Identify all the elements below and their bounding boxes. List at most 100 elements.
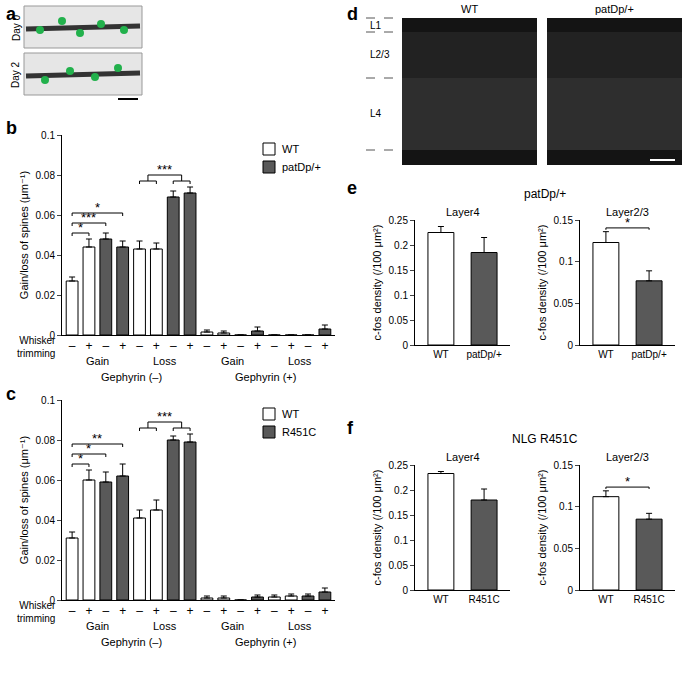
svg-text:0.1: 0.1 xyxy=(394,535,408,546)
svg-text:0.25: 0.25 xyxy=(389,460,409,471)
svg-text:WT: WT xyxy=(598,349,614,360)
svg-text:+: + xyxy=(220,604,227,618)
svg-text:0: 0 xyxy=(567,585,573,596)
svg-text:0.05: 0.05 xyxy=(554,543,574,554)
svg-text:Gain: Gain xyxy=(221,355,244,367)
svg-text:c-fos density (/100 μm²): c-fos density (/100 μm²) xyxy=(536,225,548,341)
svg-text:Layer2/3: Layer2/3 xyxy=(606,451,649,463)
svg-text:*: * xyxy=(95,200,100,215)
svg-text:Whiskertrimming: Whiskertrimming xyxy=(17,600,56,624)
svg-text:0.2: 0.2 xyxy=(394,240,408,251)
svg-text:0.06: 0.06 xyxy=(36,475,56,486)
svg-text:Day 2: Day 2 xyxy=(10,61,21,88)
svg-text:0.06: 0.06 xyxy=(36,210,56,221)
svg-text:0: 0 xyxy=(402,340,408,351)
svg-text:–: – xyxy=(271,604,278,618)
svg-text:Gain/loss of spines (μm⁻¹): Gain/loss of spines (μm⁻¹) xyxy=(18,436,30,564)
svg-text:patDp/+: patDp/+ xyxy=(466,349,501,360)
svg-text:0: 0 xyxy=(402,585,408,596)
svg-text:–: – xyxy=(170,339,177,353)
svg-text:Loss: Loss xyxy=(153,620,177,632)
svg-text:–: – xyxy=(237,339,244,353)
svg-text:–: – xyxy=(69,339,76,353)
svg-text:e: e xyxy=(347,178,357,198)
svg-text:0.02: 0.02 xyxy=(36,555,56,566)
svg-text:0.1: 0.1 xyxy=(559,256,573,267)
svg-text:+: + xyxy=(187,339,194,353)
svg-text:+: + xyxy=(220,339,227,353)
svg-text:R451C: R451C xyxy=(469,594,500,605)
svg-text:c: c xyxy=(6,384,16,404)
svg-text:***: *** xyxy=(157,162,172,177)
svg-text:L1: L1 xyxy=(370,20,382,31)
svg-text:L4: L4 xyxy=(370,108,382,119)
svg-text:L2/3: L2/3 xyxy=(370,49,390,60)
svg-text:0.08: 0.08 xyxy=(36,435,56,446)
svg-text:0.1: 0.1 xyxy=(394,290,408,301)
svg-text:0: 0 xyxy=(49,330,55,341)
svg-text:*: * xyxy=(78,451,83,466)
svg-text:*: * xyxy=(625,474,630,489)
svg-text:+: + xyxy=(119,604,126,618)
svg-text:NLG R451C: NLG R451C xyxy=(512,432,578,446)
svg-text:WT: WT xyxy=(282,143,299,155)
svg-text:+: + xyxy=(85,339,92,353)
svg-text:–: – xyxy=(136,604,143,618)
svg-text:+: + xyxy=(153,339,160,353)
svg-text:*: * xyxy=(625,215,630,230)
svg-text:WT: WT xyxy=(282,408,299,420)
svg-text:Gain: Gain xyxy=(221,620,244,632)
svg-text:–: – xyxy=(204,339,211,353)
svg-text:0.1: 0.1 xyxy=(559,501,573,512)
svg-text:***: *** xyxy=(157,409,172,424)
svg-text:0.04: 0.04 xyxy=(36,250,56,261)
svg-text:Loss: Loss xyxy=(288,620,312,632)
svg-text:–: – xyxy=(271,339,278,353)
svg-text:+: + xyxy=(288,604,295,618)
svg-text:a: a xyxy=(6,4,17,24)
svg-text:–: – xyxy=(237,604,244,618)
svg-text:+: + xyxy=(321,604,328,618)
svg-text:c-fos density (/100 μm²): c-fos density (/100 μm²) xyxy=(536,470,548,586)
svg-text:–: – xyxy=(204,604,211,618)
svg-text:+: + xyxy=(288,339,295,353)
svg-text:+: + xyxy=(85,604,92,618)
svg-text:c-fos density (/100 μm²): c-fos density (/100 μm²) xyxy=(371,470,383,586)
svg-text:Gain/loss of spines (μm⁻¹): Gain/loss of spines (μm⁻¹) xyxy=(18,171,30,299)
svg-text:0.15: 0.15 xyxy=(554,460,574,471)
svg-text:*: * xyxy=(78,220,83,235)
svg-text:+: + xyxy=(254,604,261,618)
svg-text:d: d xyxy=(347,4,358,24)
svg-text:patDp/+: patDp/+ xyxy=(595,3,634,15)
svg-text:0.05: 0.05 xyxy=(554,298,574,309)
svg-text:0.15: 0.15 xyxy=(554,215,574,226)
svg-text:–: – xyxy=(305,339,312,353)
svg-text:0.04: 0.04 xyxy=(36,515,56,526)
svg-text:–: – xyxy=(102,339,109,353)
svg-text:0.08: 0.08 xyxy=(36,170,56,181)
svg-text:0.2: 0.2 xyxy=(394,485,408,496)
svg-text:WT: WT xyxy=(598,594,614,605)
svg-text:0.15: 0.15 xyxy=(389,510,409,521)
svg-text:WT: WT xyxy=(433,594,449,605)
svg-text:Layer4: Layer4 xyxy=(446,206,480,218)
svg-text:**: ** xyxy=(92,431,102,446)
svg-text:R451C: R451C xyxy=(282,426,316,438)
svg-text:Loss: Loss xyxy=(288,355,312,367)
svg-text:Gephyrin (+): Gephyrin (+) xyxy=(235,371,296,383)
svg-text:0.15: 0.15 xyxy=(389,265,409,276)
svg-text:WT: WT xyxy=(433,349,449,360)
svg-text:*: * xyxy=(86,441,91,456)
svg-text:Whiskertrimming: Whiskertrimming xyxy=(17,335,56,359)
svg-text:+: + xyxy=(119,339,126,353)
svg-text:c-fos density (/100 μm²): c-fos density (/100 μm²) xyxy=(371,225,383,341)
svg-text:0.02: 0.02 xyxy=(36,290,56,301)
svg-text:+: + xyxy=(321,339,328,353)
svg-text:R451C: R451C xyxy=(634,594,665,605)
svg-text:–: – xyxy=(69,604,76,618)
svg-text:+: + xyxy=(153,604,160,618)
svg-text:patDp/+: patDp/+ xyxy=(631,349,666,360)
svg-text:Gain: Gain xyxy=(86,355,109,367)
svg-text:Gephyrin (+): Gephyrin (+) xyxy=(235,636,296,648)
svg-text:+: + xyxy=(187,604,194,618)
